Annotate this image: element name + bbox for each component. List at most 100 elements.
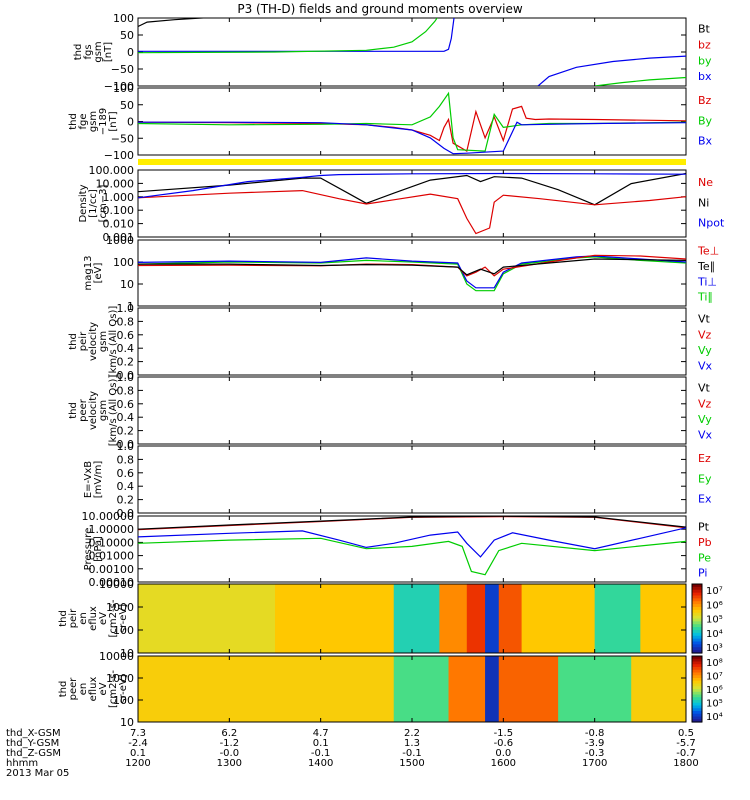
pressure-ytick-label: 0.00100 <box>89 563 135 576</box>
density-series-Ni <box>138 172 686 206</box>
fge-series-Bx <box>138 121 686 155</box>
xaxis-tick-value: 0.0 <box>495 748 511 759</box>
peer_velocity-legend-Vz: Vz <box>698 397 712 410</box>
xaxis-tick-value: 1400 <box>308 758 333 769</box>
density-legend-Ne: Ne <box>698 176 713 189</box>
peer_spectrogram-colorbar-tick: 10⁸ <box>706 658 723 669</box>
temperature-series-Ti⊥ <box>138 255 686 289</box>
xaxis-tick-value: 1700 <box>582 758 607 769</box>
peir_spectrogram-colorbar-cell-19 <box>692 638 702 643</box>
xaxis-tick-value: 0.1 <box>130 748 146 759</box>
efield-legend-Ey: Ey <box>698 472 712 485</box>
peer_spectrogram-colorbar-cell-12 <box>692 689 702 693</box>
xaxis-tick-value: 1800 <box>673 758 698 769</box>
peir_spectrogram-ylabel-line: sr-eV] <box>118 604 129 633</box>
peir_spectrogram-colorbar-cell-20 <box>692 641 702 645</box>
peir_spectrogram-ylabel-line: eV <box>98 612 109 625</box>
peir_velocity-ylabel-line: thd <box>68 333 79 350</box>
peer_spectrogram-colorbar-cell-19 <box>692 708 702 712</box>
temperature-legend-Te∥: Te∥ <box>697 260 715 273</box>
pressure-ytick-label: 1.00000 <box>89 523 135 536</box>
peir_velocity-ylabel-line: [km/s (All Qs)] <box>108 306 119 378</box>
peir_spectrogram-band-7 <box>521 584 596 653</box>
xaxis-tick-value: 1300 <box>217 758 242 769</box>
peer_velocity-legend-Vx: Vx <box>698 428 713 441</box>
status-bar <box>138 159 686 165</box>
peer_velocity-ylabel-line: thd <box>68 402 79 419</box>
xaxis-tick-value: 6.2 <box>221 728 237 739</box>
peir_spectrogram-band-9 <box>640 584 687 653</box>
peir_spectrogram-colorbar-cell-0 <box>692 584 702 588</box>
peir_velocity-ytick-label: 0.0 <box>117 369 135 382</box>
peir_spectrogram-colorbar-cell-23 <box>692 650 702 654</box>
peer_velocity-ytick-label: 1.0 <box>117 371 135 384</box>
efield-ylabel-line: E=-VxB <box>83 461 94 498</box>
peer_spectrogram-colorbar-cell-0 <box>692 656 702 660</box>
pressure-ytick-label: 10.00000 <box>82 510 135 523</box>
peir_velocity-ylabel-line: gsm <box>98 331 109 352</box>
peir_velocity-ylabel-line: peir <box>78 331 89 351</box>
fgs-ytick-label: −50 <box>111 63 134 76</box>
peer_spectrogram-ytick-label: 100 <box>113 694 134 707</box>
peer_velocity-ytick-label: 0.6 <box>117 398 135 411</box>
efield-ytick-label: 0.4 <box>117 480 135 493</box>
temperature-ytick-label: 10 <box>120 278 134 291</box>
peer_velocity-ylabel-line: [km/s (All Qs)] <box>108 375 119 447</box>
peir_spectrogram-colorbar-cell-9 <box>692 609 702 614</box>
peir_spectrogram-colorbar-tick: 10⁷ <box>706 586 723 597</box>
temperature-legend-Ti∥: Ti∥ <box>697 291 713 304</box>
peir_spectrogram-ytick-label: 10000 <box>99 578 134 591</box>
xaxis-row-label: hhmm <box>6 758 38 769</box>
peir_spectrogram-band-1 <box>275 584 395 653</box>
peer_spectrogram-colorbar-cell-11 <box>692 686 702 690</box>
fgs-series-bx <box>537 55 686 86</box>
peer_spectrogram-colorbar-cell-13 <box>692 691 702 696</box>
fge-ytick-label: 100 <box>113 82 134 95</box>
efield-ytick-label: 0.0 <box>117 507 135 520</box>
peer_spectrogram-colorbar-frame <box>691 655 703 723</box>
density-ylabel-line: [1/cc] <box>88 189 99 218</box>
peir_spectrogram-colorbar-cell-17 <box>692 632 702 637</box>
xaxis-tick-value: -0.3 <box>585 748 605 759</box>
peir_spectrogram-ytick-label: 100 <box>113 624 134 637</box>
peir_spectrogram-colorbar-cell-16 <box>692 630 702 634</box>
fgs-series-bx <box>138 18 455 52</box>
xaxis-row-label: thd_Y-GSM <box>6 738 59 749</box>
fge-ylabel-line: [nT] <box>108 111 119 131</box>
peer_spectrogram-colorbar-cell-6 <box>692 672 702 676</box>
peer_velocity-ytick-label: 0.0 <box>117 438 135 451</box>
peir_velocity-ytick-label: 1.0 <box>117 302 135 315</box>
xaxis-tick-value: 0.5 <box>678 728 694 739</box>
peer_velocity-legend-Vt: Vt <box>698 382 711 395</box>
pressure-legend-Pt: Pt <box>698 521 710 534</box>
pressure-ylabel-line: Pressure <box>83 528 94 571</box>
temperature-ytick-label: 1000 <box>106 234 134 247</box>
peer_spectrogram-colorbar-cell-16 <box>692 700 702 704</box>
peer_spectrogram-colorbar-tick: 10⁷ <box>706 672 723 683</box>
fge-ylabel-line: gsm <box>88 111 99 132</box>
peer_spectrogram-colorbar-cell-4 <box>692 667 702 671</box>
xaxis-tick-value: 7.3 <box>130 728 146 739</box>
temperature-legend-Te⊥: Te⊥ <box>697 245 719 258</box>
peer_spectrogram-ylabel-line: eV <box>98 682 109 695</box>
peer_spectrogram-colorbar-cell-18 <box>692 705 702 709</box>
peir_spectrogram-colorbar-cell-5 <box>692 598 702 602</box>
peir_spectrogram-ylabel-line: en <box>78 612 89 625</box>
fgs-ylabel-line: thd <box>73 44 84 61</box>
peir_spectrogram-ylabel-line: thd <box>58 610 69 627</box>
peir_spectrogram-colorbar-cell-11 <box>692 615 702 620</box>
fge-ylabel-line: fge <box>78 113 89 129</box>
temperature-ylabel-line: mag13 <box>83 256 94 291</box>
xaxis-tick-value: -2.4 <box>128 738 148 749</box>
peer_velocity-ytick-label: 0.8 <box>117 384 135 397</box>
peir_velocity-legend-Vx: Vx <box>698 359 713 372</box>
peir_spectrogram-colorbar-cell-12 <box>692 618 702 622</box>
peer_spectrogram-colorbar-cell-22 <box>692 716 702 720</box>
peir_spectrogram-ylabel-line: peir <box>68 608 79 628</box>
peer_velocity-ytick-label: 0.2 <box>117 425 135 438</box>
xaxis-tick-value: -0.1 <box>311 748 331 759</box>
fgs-series-Bt <box>138 18 212 28</box>
peer_velocity-ylabel-line: gsm <box>98 400 109 421</box>
peir_spectrogram-colorbar-tick: 10⁴ <box>706 629 723 640</box>
temperature-ylabel-line: [eV] <box>93 263 104 284</box>
